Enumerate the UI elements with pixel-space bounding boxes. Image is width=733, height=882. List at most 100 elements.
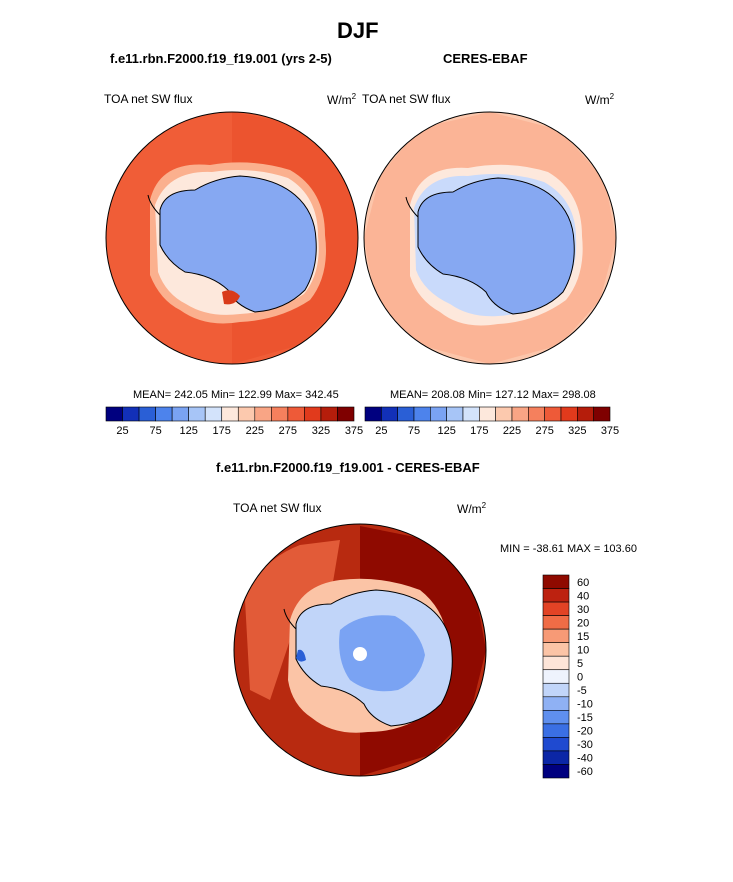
colorbar-diff-swatch	[542, 615, 570, 630]
colorbar-diff-tick-label: -15	[577, 712, 593, 724]
colorbar-model-swatch	[304, 406, 322, 422]
colorbar-diff-tick-label: 0	[577, 672, 583, 684]
map-diff-ice-core	[339, 615, 425, 692]
colorbar-model-swatch	[204, 406, 223, 422]
colorbar-obs-tick-label: 225	[503, 425, 521, 437]
map-model-border	[105, 111, 359, 365]
colorbar-obs-tick-label: 325	[568, 425, 586, 437]
colorbar-obs-swatch	[528, 406, 545, 422]
map-model-ice	[160, 176, 317, 312]
panel-2-units-exp: 2	[609, 92, 615, 101]
panel-1-case-title: f.e11.rbn.F2000.f19_f19.001 (yrs 2-5)	[110, 51, 332, 66]
colorbar-model-swatch	[188, 406, 206, 422]
colorbar-obs-swatch	[446, 406, 464, 422]
colorbar-model-swatch	[271, 406, 289, 422]
colorbar-model-swatch	[237, 406, 256, 422]
colorbar-model-swatch	[171, 406, 189, 422]
colorbar-obs-swatch	[462, 406, 480, 422]
colorbar-obs-swatch	[560, 406, 578, 422]
colorbar-obs-swatch	[577, 406, 594, 422]
map-model-coast	[159, 175, 317, 313]
colorbar-model-swatch	[287, 406, 305, 422]
colorbar-model-tick-label: 225	[246, 425, 264, 437]
colorbar-diff-tick-label: 20	[577, 617, 589, 629]
colorbar-model-tick-label: 275	[279, 425, 297, 437]
panel-2-case-title: CERES-EBAF	[443, 51, 528, 66]
colorbar-diff-swatch	[542, 601, 570, 616]
map-obs-border	[363, 111, 617, 365]
panel-3-units-exp: 2	[481, 501, 487, 510]
colorbar-obs-tick-label: 375	[601, 425, 619, 437]
panel-1-units-exp: 2	[351, 92, 357, 101]
panel-1-units-base: W/m	[327, 93, 352, 107]
colorbar-obs-swatch	[413, 406, 431, 422]
colorbar-diff-tick-label: 5	[577, 658, 583, 670]
colorbar-diff-swatch	[542, 723, 570, 738]
panel-3-case-title: f.e11.rbn.F2000.f19_f19.001 - CERES-EBAF	[216, 460, 480, 475]
panel-2-stats: MEAN= 208.08 Min= 127.12 Max= 298.08	[390, 389, 596, 401]
panel-2-units: W/m2	[585, 92, 614, 107]
map-diff-pole-hole	[353, 647, 367, 661]
colorbar-obs-tick-label: 75	[408, 425, 420, 437]
colorbar-obs-swatch	[364, 406, 382, 422]
colorbar-diff-tick-label: 40	[577, 590, 589, 602]
colorbar-diff-swatch	[542, 628, 570, 643]
colorbar-obs-swatch	[479, 406, 496, 422]
panel-3-variable: TOA net SW flux	[233, 501, 322, 515]
colorbar-diff-swatch	[542, 750, 570, 765]
colorbar-diff-tick-label: -30	[577, 739, 593, 751]
colorbar-diff-swatch	[542, 642, 570, 657]
colorbar-diff-tick-label: -5	[577, 685, 587, 697]
colorbar-model-swatch	[254, 406, 272, 422]
colorbar-model-swatch	[221, 406, 239, 422]
colorbar-obs-tick-label: 175	[470, 425, 488, 437]
colorbar-diff-tick-label: 30	[577, 604, 589, 616]
colorbar-diff-tick-label: -40	[577, 753, 593, 765]
colorbar-model-tick-label: 125	[179, 425, 197, 437]
map-obs	[364, 112, 616, 364]
colorbar-model-tick-label: 75	[149, 425, 161, 437]
panel-1-units: W/m2	[327, 92, 356, 107]
panel-2-units-base: W/m	[585, 93, 610, 107]
map-model	[106, 112, 358, 364]
colorbar-model-swatch	[138, 406, 156, 422]
panel-3-units: W/m2	[457, 501, 486, 516]
colorbar-obs-swatch	[381, 406, 398, 422]
map-diff-border	[233, 523, 487, 777]
colorbar-obs-tick-label: 25	[375, 425, 387, 437]
colorbar-obs-swatch	[495, 406, 513, 422]
colorbar-obs-swatch	[397, 406, 415, 422]
colorbar-diff-swatch	[542, 669, 570, 684]
panel-1-stats: MEAN= 242.05 Min= 122.99 Max= 342.45	[133, 389, 339, 401]
colorbar-model-tick-label: 325	[312, 425, 330, 437]
colorbar-model-tick-label: 25	[116, 425, 128, 437]
colorbar-model-swatch	[337, 406, 355, 422]
colorbar-obs-swatch	[593, 406, 611, 422]
panel-3-units-base: W/m	[457, 502, 482, 516]
colorbar-diff-tick-label: -20	[577, 726, 593, 738]
page-title: DJF	[337, 18, 379, 43]
map-diff	[234, 524, 486, 776]
colorbar-diff-swatch	[542, 574, 570, 589]
colorbar-diff-tick-label: 10	[577, 644, 589, 656]
map-model-bright-spot	[222, 290, 240, 305]
colorbar-model-swatch	[320, 406, 338, 422]
colorbar-diff-swatch	[542, 682, 570, 698]
panel-1-variable: TOA net SW flux	[104, 92, 193, 106]
colorbar-obs: 25 75 125 175 225 275 325 375	[364, 406, 619, 437]
colorbar-diff-swatch	[542, 696, 570, 711]
colorbar-model-tick-label: 375	[345, 425, 363, 437]
colorbar-model-swatch	[155, 406, 173, 422]
map-diff-blue-patch	[296, 649, 306, 662]
colorbar-diff-swatch	[542, 655, 570, 671]
colorbar-diff-tick-label: 15	[577, 631, 589, 643]
colorbar-diff-tick-label: -10	[577, 699, 593, 711]
colorbar-diff-tick-label: 60	[577, 577, 589, 589]
panel-2-variable: TOA net SW flux	[362, 92, 451, 106]
colorbar-diff-tick-label: -60	[577, 766, 593, 778]
colorbar-obs-tick-label: 125	[437, 425, 455, 437]
map-obs-peninsula	[405, 196, 419, 218]
colorbar-obs-swatch	[511, 406, 529, 422]
